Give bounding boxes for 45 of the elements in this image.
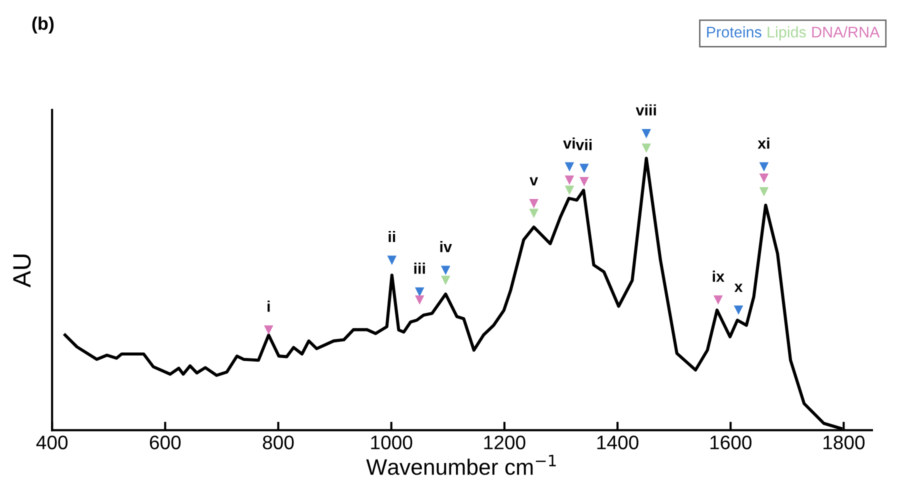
annotation: ix xyxy=(712,270,724,282)
x-tick-label: 600 xyxy=(150,436,181,450)
point xyxy=(714,295,723,305)
point xyxy=(564,176,574,185)
chart-title: (b) xyxy=(32,16,54,34)
point xyxy=(759,162,769,172)
x-tick-label: 1800 xyxy=(824,436,865,450)
point xyxy=(564,162,574,172)
point xyxy=(529,208,538,218)
point xyxy=(759,187,769,196)
x-tick-label: 800 xyxy=(262,436,294,450)
point xyxy=(529,198,538,208)
point xyxy=(579,177,589,186)
annotation: x xyxy=(734,284,743,292)
x-tick-label: 1200 xyxy=(484,436,526,450)
point xyxy=(579,164,589,174)
point xyxy=(440,276,450,286)
annotation: ii xyxy=(388,230,396,242)
x-tick-label: 1400 xyxy=(597,436,638,450)
point xyxy=(264,325,274,335)
x-axis-title: Wavenumber cm$^{−1}$ xyxy=(366,454,556,475)
point xyxy=(564,186,574,195)
point xyxy=(734,305,744,315)
point xyxy=(440,266,450,276)
annotation: iii xyxy=(414,262,425,274)
annotation: i xyxy=(268,300,270,312)
text: Proteins xyxy=(707,26,762,38)
text: DNA/RNA xyxy=(812,26,880,38)
point xyxy=(414,295,424,305)
text: Lipids xyxy=(768,26,806,41)
annotation: iv xyxy=(440,241,452,252)
point xyxy=(759,173,769,183)
point xyxy=(387,256,397,265)
x-tick-label: 1000 xyxy=(371,436,412,450)
annotation: vi xyxy=(563,138,575,149)
annotation: vii xyxy=(576,139,592,150)
annotation: v xyxy=(530,177,538,186)
point xyxy=(414,287,424,297)
y-axis-title: AU xyxy=(13,254,31,288)
point xyxy=(642,144,652,153)
x-tick-label: 1600 xyxy=(710,436,752,450)
annotation: viii xyxy=(636,104,656,116)
annotation: xi xyxy=(758,138,770,149)
x-tick-label: 400 xyxy=(36,436,68,450)
point xyxy=(642,129,652,138)
